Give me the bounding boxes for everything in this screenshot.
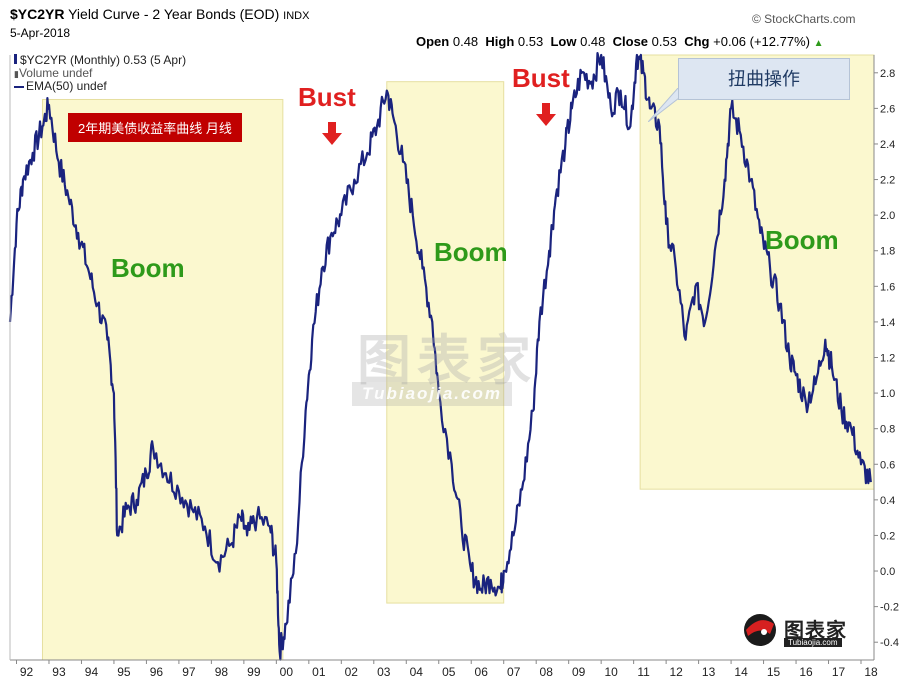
x-tick-label: 09: [572, 665, 586, 679]
y-tick-label: 0.2: [880, 530, 895, 542]
boom-label-2: Boom: [434, 237, 508, 267]
up-arrow-icon: ▲: [813, 38, 824, 49]
x-tick-label: 03: [377, 665, 391, 679]
x-tick-label: 94: [85, 665, 99, 679]
y-tick-label: 2.2: [880, 175, 895, 187]
x-tick-label: 02: [345, 665, 359, 679]
low-label: Low: [550, 34, 577, 49]
series-line-yc2yr: [8, 52, 872, 661]
y-tick-label: 2.0: [880, 210, 895, 222]
high-label: High: [485, 34, 515, 49]
x-tick-label: 10: [604, 665, 618, 679]
y-tick-label: 0.0: [880, 566, 895, 578]
watermark-en: Tubiaojia.com: [352, 382, 512, 406]
x-tick-label: 18: [864, 665, 878, 679]
x-tick-label: 99: [247, 665, 261, 679]
chg-label: Chg: [684, 34, 710, 49]
open-value: 0.48: [452, 34, 479, 49]
legend-volume: ▮Volume undef: [14, 66, 93, 80]
low-value: 0.48: [580, 34, 606, 49]
x-tick-label: 95: [117, 665, 131, 679]
x-tick-label: 06: [475, 665, 489, 679]
x-tick-label: 08: [540, 665, 554, 679]
symbol-label: $YC2YR: [10, 6, 65, 22]
y-tick-label: 1.6: [880, 281, 895, 293]
close-label: Close: [612, 34, 649, 49]
boom-label-1: Boom: [111, 253, 185, 283]
x-axis-ticks: 92 93 94 95 96 97 98 99 00 01 02 03 04 05 06 07 08 09 10 11…: [15, 660, 878, 679]
x-tick-label: 13: [702, 665, 716, 679]
chart-caption-box: 2年期美债收益率曲线 月线: [68, 113, 242, 142]
volume-bars-icon: ▮: [14, 69, 19, 79]
exchange-label: INDX: [283, 10, 310, 22]
legend-ema: EMA(50) undef: [14, 79, 107, 93]
x-tick-label: 04: [410, 665, 424, 679]
x-tick-label: 92: [20, 665, 34, 679]
x-tick-label: 01: [312, 665, 326, 679]
close-value: 0.53: [651, 34, 677, 49]
logo-text-en: Tubiaojia.com: [784, 638, 842, 647]
y-tick-label: 0.4: [880, 495, 895, 507]
head-logo-icon: [744, 614, 776, 646]
bust-label-2: Bust: [512, 63, 570, 93]
x-tick-label: 16: [799, 665, 813, 679]
chart-header-title: $YC2YR Yield Curve - 2 Year Bonds (EOD) …: [10, 6, 309, 22]
ohlc-readout: Open 0.48 High 0.53 Low 0.48 Close 0.53 …: [416, 34, 824, 49]
watermark-cn: 图表家: [357, 331, 537, 391]
boom-zone-3: [639, 54, 875, 490]
twist-callout: 扭曲操作: [678, 58, 850, 100]
chg-value: +0.06 (+12.77%): [713, 34, 810, 49]
series-swatch-icon: [14, 54, 17, 64]
date-label: 5-Apr-2018: [10, 26, 71, 40]
x-tick-label: 97: [182, 665, 196, 679]
open-label: Open: [416, 34, 450, 49]
y-tick-label: 1.8: [880, 246, 895, 258]
high-value: 0.53: [517, 34, 544, 49]
x-tick-label: 11: [637, 665, 650, 679]
y-tick-label: 2.6: [880, 103, 895, 115]
x-tick-label: 93: [52, 665, 66, 679]
y-tick-label: 2.8: [880, 68, 895, 80]
y-tick-label: 0.6: [880, 459, 895, 471]
y-tick-label: 2.4: [880, 139, 895, 151]
y-tick-label: -0.4: [880, 637, 899, 649]
x-tick-label: 00: [280, 665, 294, 679]
y-tick-label: 0.8: [880, 424, 895, 436]
brand-logo: 图表家 Tubiaojia.com: [740, 612, 858, 648]
x-tick-label: 17: [832, 665, 846, 679]
down-arrow-icon: [536, 103, 556, 132]
x-tick-label: 14: [734, 665, 748, 679]
legend-series: $YC2YR (Monthly) 0.53 (5 Apr): [14, 53, 186, 67]
y-tick-label: -0.2: [880, 602, 899, 614]
x-tick-label: 12: [669, 665, 683, 679]
x-tick-label: 98: [215, 665, 229, 679]
x-tick-label: 05: [442, 665, 456, 679]
x-tick-label: 15: [767, 665, 781, 679]
logo-text-cn: 图表家: [784, 620, 847, 642]
y-tick-label: 1.0: [880, 388, 895, 400]
ema-line-icon: [14, 85, 24, 88]
y-tick-label: 1.2: [880, 353, 895, 365]
bust-label-1: Bust: [298, 82, 356, 112]
y-tick-label: 1.4: [880, 317, 895, 329]
boom-label-3: Boom: [765, 225, 839, 255]
title-label: Yield Curve - 2 Year Bonds (EOD): [68, 6, 280, 22]
y-axis-ticks: -0.4 -0.2 0.0 0.2 0.4 0.6 0.8 1.0 1.2 1.4 1.6 1.8 2.…: [874, 68, 899, 649]
x-tick-label: 96: [150, 665, 164, 679]
brand-label: © StockCharts.com: [752, 12, 856, 26]
x-tick-label: 07: [507, 665, 521, 679]
boom-zone-1: [41, 98, 284, 661]
